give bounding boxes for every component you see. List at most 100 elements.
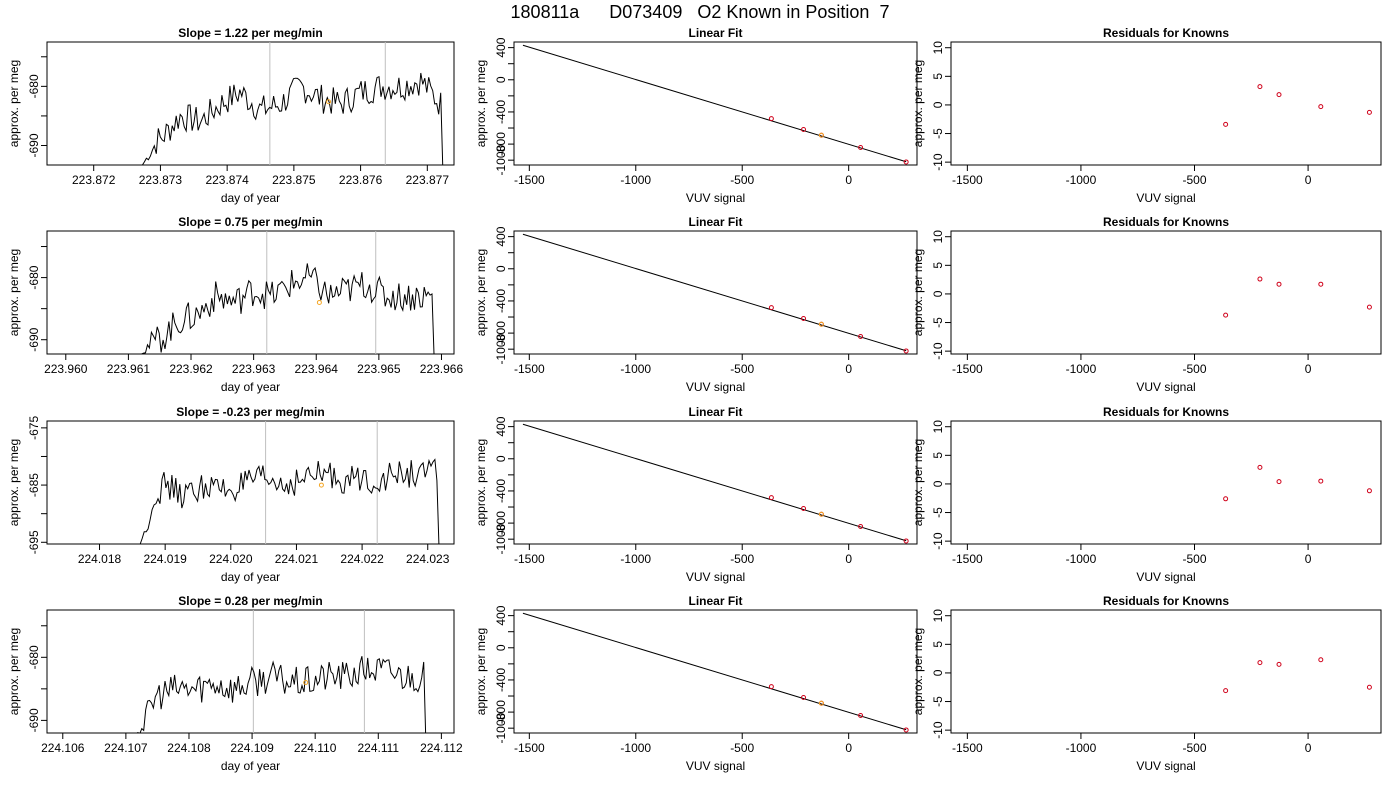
y-tick-label: -1000 bbox=[494, 334, 508, 365]
y-tick-label: 0 bbox=[931, 669, 945, 676]
y-tick-label: 400 bbox=[494, 605, 508, 625]
data-point bbox=[858, 144, 864, 150]
x-tick-label: 0 bbox=[1305, 552, 1312, 566]
plot-area bbox=[1223, 657, 1372, 694]
highlight-point bbox=[818, 321, 824, 327]
panel-4-2: Linear Fit VUV signal approx. per meg -1500… bbox=[474, 594, 918, 773]
x-tick-label: 224.111 bbox=[357, 741, 399, 755]
panel-4-1: Slope = 0.28 per meg/min day of year appro… bbox=[7, 594, 463, 773]
panel-1-2: Linear Fit VUV signal approx. per meg -1500… bbox=[474, 26, 918, 205]
panel-4-3: Residuals for Knowns VUV signal approx. pe… bbox=[911, 594, 1382, 773]
x-tick-label: 0 bbox=[845, 552, 852, 566]
y-tick-label: -675 bbox=[27, 416, 41, 440]
plot-frame bbox=[46, 230, 455, 355]
panel-3-1: Slope = -0.23 per meg/min day of year appr… bbox=[7, 405, 455, 584]
x-tick-label: -500 bbox=[730, 552, 754, 566]
data-point bbox=[768, 305, 774, 311]
plot-frame bbox=[513, 41, 918, 166]
x-tick-label: -1000 bbox=[1066, 173, 1097, 187]
y-axis-label: approx. per meg bbox=[7, 628, 21, 715]
x-tick-label: -1000 bbox=[620, 552, 651, 566]
data-point bbox=[1223, 121, 1229, 127]
plot-frame bbox=[46, 41, 455, 166]
x-tick-label: 224.019 bbox=[143, 552, 187, 566]
y-tick-label: 10 bbox=[931, 609, 945, 623]
y-tick-label: -400 bbox=[494, 100, 508, 124]
highlight-point bbox=[818, 511, 824, 517]
x-tick-label: -1500 bbox=[952, 552, 983, 566]
y-axis-label: approx. per meg bbox=[7, 439, 21, 526]
y-tick-label: -1000 bbox=[494, 145, 508, 176]
y-tick-label: 400 bbox=[494, 37, 508, 57]
x-tick-label: 223.873 bbox=[139, 173, 183, 187]
plot-frame bbox=[513, 420, 918, 545]
x-tick-label: -500 bbox=[1182, 173, 1206, 187]
panel-title: Linear Fit bbox=[688, 405, 742, 419]
x-tick-label: 224.110 bbox=[294, 741, 337, 755]
x-tick-label: 224.018 bbox=[78, 552, 122, 566]
panel-title: Residuals for Knowns bbox=[1103, 405, 1229, 419]
x-axis-label: day of year bbox=[221, 191, 280, 205]
x-axis-label: day of year bbox=[221, 570, 280, 584]
y-tick-label: -10 bbox=[931, 342, 945, 360]
panel-1-1: Slope = 1.22 per meg/min day of year appro… bbox=[7, 26, 455, 205]
y-tick-label: -690 bbox=[27, 708, 41, 732]
data-point bbox=[768, 684, 774, 690]
data-point bbox=[1257, 84, 1263, 90]
data-point bbox=[1318, 657, 1324, 663]
y-tick-label: 10 bbox=[931, 230, 945, 244]
panel-title: Linear Fit bbox=[688, 215, 742, 229]
data-point bbox=[1318, 478, 1324, 484]
panel-2-1: Slope = 0.75 per meg/min day of year appro… bbox=[7, 215, 463, 394]
panel-title: Linear Fit bbox=[688, 594, 742, 608]
x-tick-label: 223.876 bbox=[339, 173, 383, 187]
data-point bbox=[903, 727, 909, 733]
plot-frame bbox=[46, 609, 455, 734]
data-point bbox=[1223, 496, 1229, 502]
plot-area bbox=[139, 421, 440, 544]
x-axis-label: VUV signal bbox=[1136, 759, 1195, 773]
plot-area bbox=[522, 44, 909, 165]
x-tick-label: 223.875 bbox=[272, 173, 316, 187]
plot-area bbox=[141, 42, 444, 165]
x-axis-label: VUV signal bbox=[1136, 191, 1195, 205]
y-tick-label: 0 bbox=[494, 644, 508, 651]
data-point bbox=[858, 333, 864, 339]
data-point bbox=[1223, 312, 1229, 318]
panel-3-2: Linear Fit VUV signal approx. per meg -1500… bbox=[474, 405, 918, 584]
y-tick-label: 5 bbox=[931, 73, 945, 80]
x-tick-label: 223.964 bbox=[295, 362, 339, 376]
data-point bbox=[801, 505, 807, 511]
y-tick-label: 0 bbox=[494, 455, 508, 462]
data-point bbox=[1318, 104, 1324, 110]
fit-line bbox=[522, 612, 907, 731]
x-tick-label: -1000 bbox=[1066, 741, 1097, 755]
data-point bbox=[903, 348, 909, 354]
x-tick-label: 224.107 bbox=[104, 741, 148, 755]
plot-frame bbox=[950, 420, 1382, 545]
x-tick-label: 0 bbox=[1305, 741, 1312, 755]
panel-title: Residuals for Knowns bbox=[1103, 26, 1229, 40]
y-tick-label: 0 bbox=[494, 76, 508, 83]
x-tick-label: 223.872 bbox=[72, 173, 116, 187]
x-tick-label: 223.966 bbox=[420, 362, 464, 376]
plot-area bbox=[134, 610, 427, 733]
data-point bbox=[1366, 684, 1372, 690]
x-tick-label: -500 bbox=[1182, 741, 1206, 755]
x-tick-label: -1000 bbox=[620, 173, 651, 187]
data-point bbox=[903, 159, 909, 165]
fit-line bbox=[522, 44, 907, 163]
panel-1-3: Residuals for Knowns VUV signal approx. pe… bbox=[911, 26, 1382, 205]
y-tick-label: 400 bbox=[494, 226, 508, 246]
y-tick-label: -5 bbox=[931, 696, 945, 707]
highlight-point bbox=[818, 132, 824, 138]
x-tick-label: 0 bbox=[1305, 173, 1312, 187]
data-point bbox=[1276, 92, 1282, 98]
data-point bbox=[1276, 661, 1282, 667]
x-tick-label: 223.960 bbox=[44, 362, 88, 376]
plot-frame bbox=[950, 41, 1382, 166]
panel-title: Residuals for Knowns bbox=[1103, 594, 1229, 608]
x-tick-label: 0 bbox=[845, 173, 852, 187]
y-axis-label: approx. per meg bbox=[474, 628, 488, 715]
y-tick-label: -400 bbox=[494, 479, 508, 503]
